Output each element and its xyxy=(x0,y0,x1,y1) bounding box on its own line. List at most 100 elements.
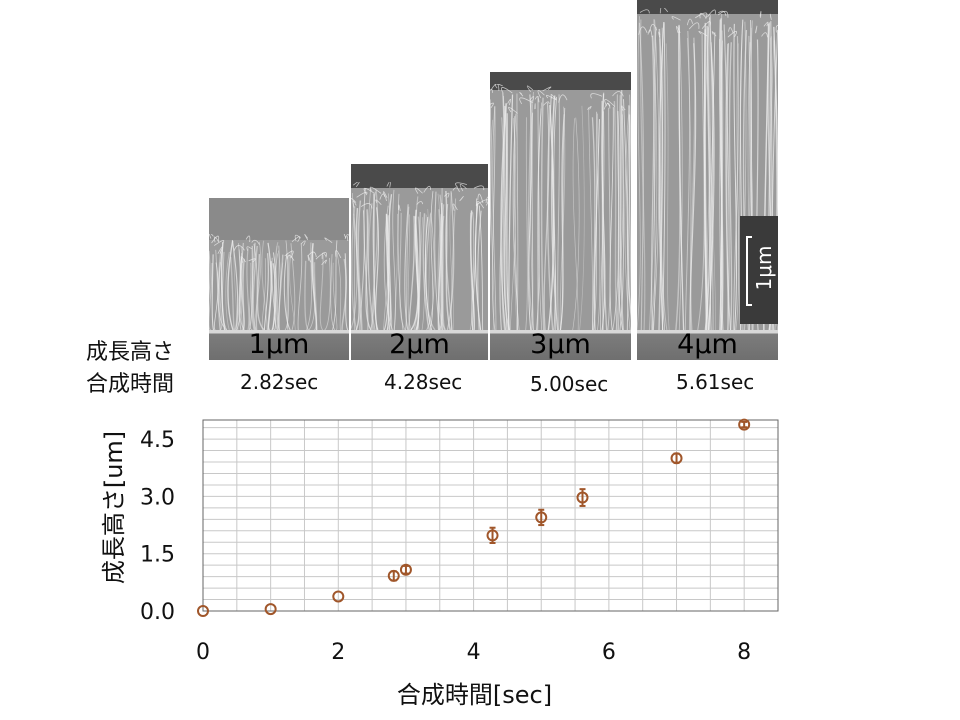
nanotube-strand xyxy=(490,99,492,249)
nanotube-strand xyxy=(341,259,347,330)
nanotube-strand xyxy=(477,210,482,330)
nanotube-tip xyxy=(291,236,301,243)
nanotube-strand xyxy=(579,105,585,330)
nanotube-strand xyxy=(222,251,228,330)
nanotube-strand xyxy=(421,214,427,330)
nanotube-tip xyxy=(473,185,485,191)
y-tick-label: 3.0 xyxy=(140,485,175,510)
nanotube-strand xyxy=(588,107,593,330)
nanotube-strand xyxy=(470,210,476,330)
nanotube-tip xyxy=(676,25,681,34)
nanotube-tip xyxy=(217,246,223,254)
time-label-2: 4.28sec xyxy=(384,370,463,394)
nanotube-strand xyxy=(503,105,510,330)
nanotube-tip xyxy=(763,21,769,27)
nanotube-strand xyxy=(528,94,532,330)
nanotube-tip xyxy=(621,105,626,111)
nanotube-strand xyxy=(525,117,528,330)
nanotube-tip xyxy=(233,245,245,251)
nanotube-strand xyxy=(371,189,379,330)
nanotube-strand xyxy=(591,117,596,330)
nanotube-strand xyxy=(211,254,215,330)
nanotube-strand xyxy=(557,94,560,330)
nanotube-strand xyxy=(414,209,420,330)
nanotube-strand xyxy=(725,43,729,330)
nanotube-tip xyxy=(246,246,252,251)
nanotube-tip xyxy=(294,234,301,242)
nanotube-strand xyxy=(217,249,222,330)
nanotube-strand xyxy=(251,242,256,330)
data-point xyxy=(738,418,751,431)
nanotube-tip xyxy=(526,85,534,92)
nanotube-strand xyxy=(284,254,290,330)
nanotube-strand xyxy=(217,252,227,330)
nanotube-strand xyxy=(422,213,431,330)
nanotube-strand xyxy=(661,22,666,330)
growth-height-row-label: 成長高さ xyxy=(86,340,175,365)
nanotube-strand xyxy=(612,94,620,330)
nanotube-strand xyxy=(531,112,534,330)
nanotube-tip xyxy=(286,254,295,261)
nanotube-tip xyxy=(356,191,368,198)
nanotube-tip xyxy=(649,23,658,33)
nanotube-tip xyxy=(209,234,214,239)
data-point xyxy=(399,563,412,576)
nanotube-strand xyxy=(319,254,324,330)
nanotube-strand xyxy=(397,193,404,330)
nanotube-strand xyxy=(593,111,598,330)
nanotube-strand xyxy=(732,36,739,330)
sem-background xyxy=(637,0,778,14)
nanotube-tip xyxy=(545,94,557,101)
nanotube-strand xyxy=(478,205,484,330)
nanotube-tip xyxy=(284,250,294,259)
nanotube-strand xyxy=(227,240,234,330)
nanotube-strand xyxy=(600,111,605,330)
x-axis-ticks: 0 2 4 6 8 xyxy=(196,640,751,665)
data-points xyxy=(197,418,751,617)
nanotube-tip xyxy=(414,187,423,194)
data-point xyxy=(535,511,548,524)
nanotube-strand xyxy=(277,254,284,330)
nanotube-strand xyxy=(363,188,369,330)
nanotube-strand xyxy=(708,17,714,330)
nanotube-strand xyxy=(229,256,235,330)
nanotube-strand xyxy=(418,217,424,330)
nanotube-strand xyxy=(289,251,296,330)
nanotube-strand xyxy=(306,242,312,330)
sem-image-2: 2μm xyxy=(351,164,488,360)
x-tick-label: 0 xyxy=(196,640,210,665)
nanotube-strand xyxy=(513,114,518,330)
nanotube-tip xyxy=(490,84,500,91)
nanotube-strand xyxy=(733,23,738,330)
nanotube-strand xyxy=(355,207,360,330)
height-label-3: 3μm xyxy=(530,329,591,360)
nanotube-strand xyxy=(617,114,624,330)
nanotube-tip xyxy=(494,84,503,89)
nanotube-tip xyxy=(386,182,391,188)
nanotube-strand xyxy=(629,94,631,164)
nanotube-strand xyxy=(492,106,497,330)
nanotube-tip xyxy=(459,196,464,202)
nanotube-strand xyxy=(512,113,520,330)
nanotube-strand xyxy=(550,95,559,330)
nanotube-strand xyxy=(242,258,245,330)
nanotube-strand xyxy=(690,37,696,330)
nanotube-strand xyxy=(357,200,363,330)
nanotube-tip xyxy=(537,90,545,99)
nanotube-tip xyxy=(754,25,758,34)
nanotube-strand xyxy=(238,243,244,330)
nanotube-strand xyxy=(516,93,519,330)
nanotube-tip xyxy=(558,94,568,103)
substrate xyxy=(637,330,778,360)
growth-chart: 0 2 4 6 8 0.0 1.5 3.0 4.5 合成時間[sec] 成長高さ[um] xyxy=(100,418,779,709)
nanotube-tip xyxy=(423,185,431,193)
nanotube-strand xyxy=(426,212,435,330)
nanotube-tip xyxy=(300,240,306,246)
nanotube-tip xyxy=(686,18,694,26)
nanotube-tip xyxy=(324,237,333,243)
nanotube-strand xyxy=(437,214,447,330)
nanotube-tip xyxy=(490,102,494,108)
nanotube-tip xyxy=(304,234,309,241)
nanotube-tip xyxy=(245,235,251,243)
nanotube-strand xyxy=(718,19,724,330)
